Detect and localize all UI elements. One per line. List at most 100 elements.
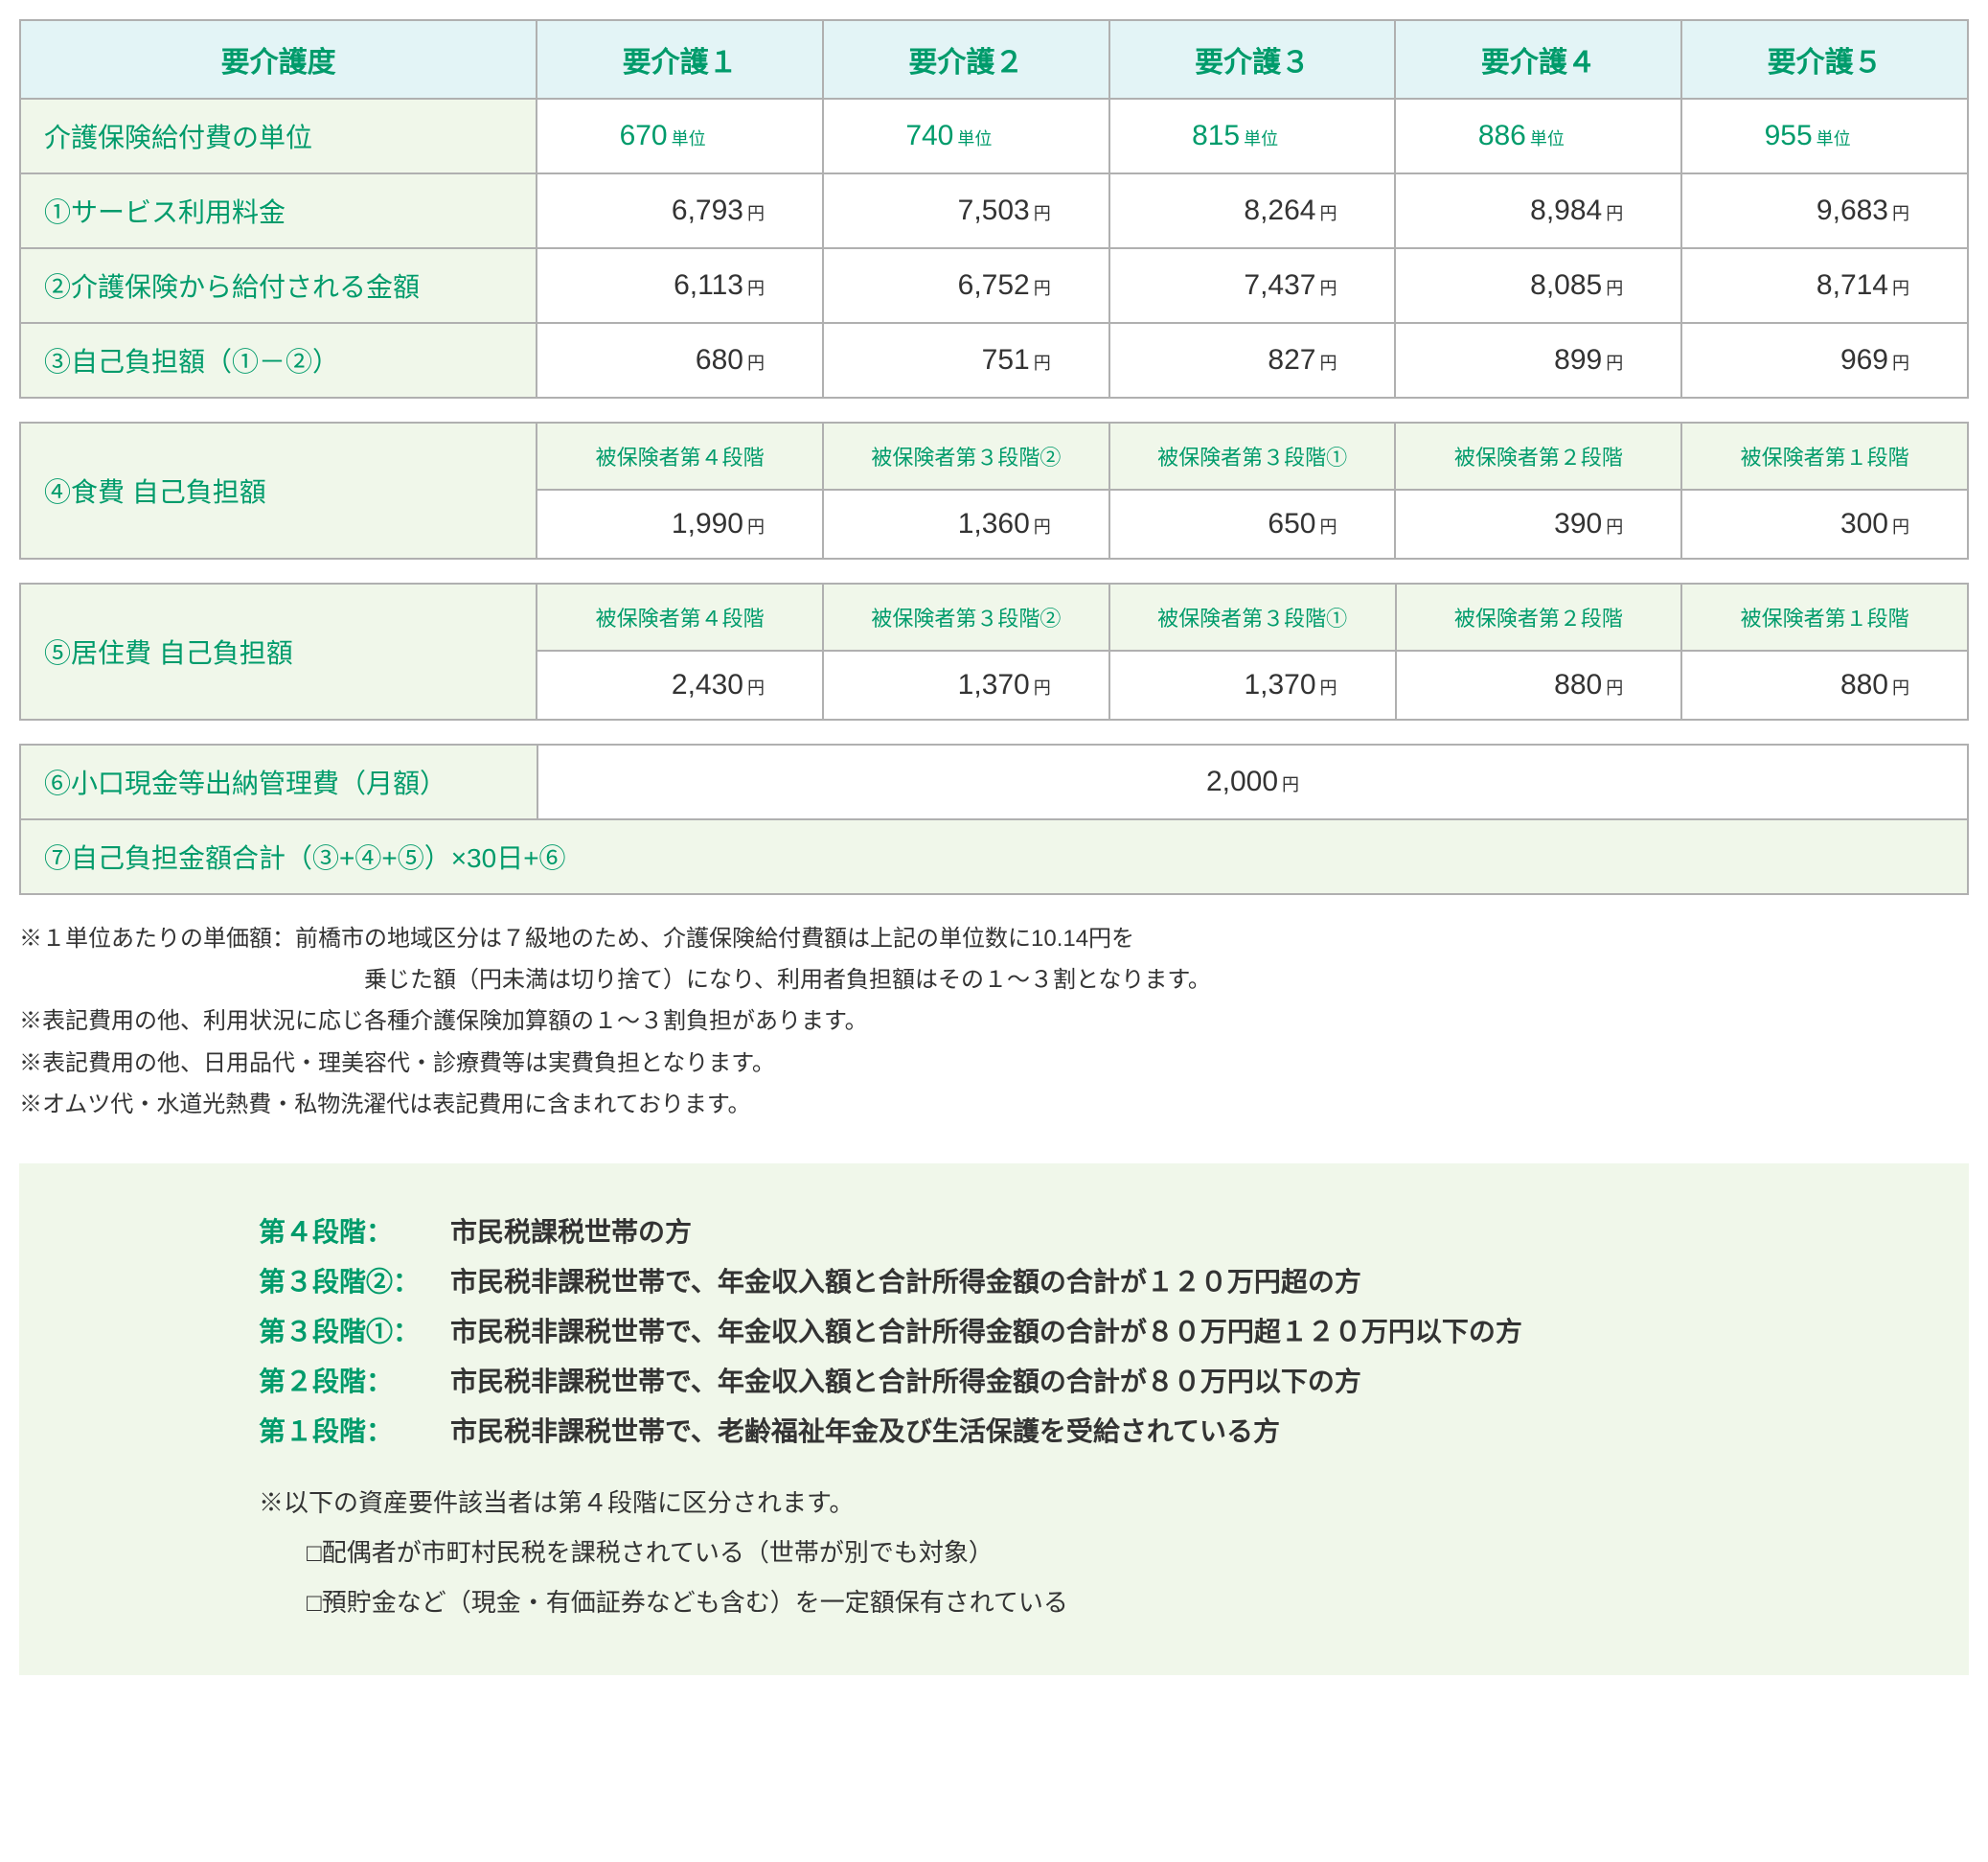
note-line-4: ※表記費用の他、日用品代・理美容代・診療費等は実費負担となります。 [19,1043,1969,1084]
tier-label: 第４段階： [259,1211,450,1250]
care-level-table: 要介護度 要介護１ 要介護２ 要介護３ 要介護４ 要介護５ 介護保険給付費の単位… [19,19,1969,399]
cell-number: 1,990 [672,508,743,540]
food-tier-3b: 被保険者第３段階② [823,423,1109,490]
cell-value: 1,360円 [823,490,1109,559]
mgmt-fee-value: 2,000 [1206,766,1278,797]
cell-value: 2,430円 [537,651,823,720]
cell-number: 300 [1840,508,1888,540]
tier-label: 第３段階②： [259,1261,450,1299]
cell-unit: 円 [1319,279,1337,298]
cell-number: 969 [1840,344,1888,376]
cell-unit: 円 [747,517,765,537]
tier-row: 第１段階：市民税非課税世帯で、老齢福祉年金及び生活保護を受給されている方 [259,1411,1911,1449]
th-care-2: 要介護２ [823,20,1109,99]
cell-value: 1,990円 [537,490,823,559]
cell-unit: 円 [747,354,765,373]
management-total-table: ⑥小口現金等出納管理費（月額） 2,000円 ⑦自己負担金額合計（③+④+⑤）×… [19,744,1969,895]
cell-number: 8,714 [1817,269,1888,301]
total-formula-row: ⑦自己負担金額合計（③+④+⑤）×30日+⑥ [20,819,1968,894]
res-tier-4: 被保険者第４段階 [537,584,823,651]
asset-note-line-2: □配偶者が市町村民税を課税されている（世帯が別でも対象） [259,1528,1911,1577]
row-label: ②介護保険から給付される金額 [20,248,537,323]
cell-unit: 円 [1606,204,1623,223]
mgmt-fee-unit: 円 [1282,775,1299,794]
food-tier-header-row: ④食費 自己負担額 被保険者第４段階 被保険者第３段階② 被保険者第３段階① 被… [20,423,1968,490]
cell-value: 8,085円 [1395,248,1681,323]
cell-unit: 円 [747,678,765,698]
cell-value: 8,984円 [1395,173,1681,248]
note-line-3: ※表記費用の他、利用状況に応じ各種介護保険加算額の１〜３割負担があります。 [19,1000,1969,1042]
cell-unit: 単位 [1244,129,1278,149]
th-care-3: 要介護３ [1109,20,1396,99]
res-tier-1: 被保険者第１段階 [1681,584,1968,651]
cell-unit: 円 [1892,354,1909,373]
residence-rowlabel: ⑤居住費 自己負担額 [20,584,537,720]
food-tier-2: 被保険者第２段階 [1395,423,1681,490]
cell-number: 740 [905,120,953,151]
cell-unit: 単位 [1817,129,1851,149]
total-formula-label: ⑦自己負担金額合計（③+④+⑤）×30日+⑥ [20,819,1968,894]
cell-number: 955 [1765,120,1813,151]
row-label: ③自己負担額（①－②） [20,323,537,398]
tier-list: 第４段階：市民税課税世帯の方第３段階②：市民税非課税世帯で、年金収入額と合計所得… [259,1211,1911,1449]
cell-value: 8,264円 [1109,173,1396,248]
cell-number: 815 [1192,120,1240,151]
cell-number: 6,752 [958,269,1030,301]
cell-number: 390 [1554,508,1602,540]
cell-value: 880円 [1396,651,1682,720]
mgmt-fee-value-cell: 2,000円 [537,745,1968,819]
cell-value: 670単位 [537,99,823,173]
note-line-5: ※オムツ代・水道光熱費・私物洗濯代は表記費用に含まれております。 [19,1084,1969,1125]
cell-value: 390円 [1395,490,1681,559]
cell-value: 955単位 [1681,99,1968,173]
cell-value: 9,683円 [1681,173,1968,248]
cell-number: 1,370 [958,669,1030,701]
table1-body: 介護保険給付費の単位670単位740単位815単位886単位955単位①サービス… [20,99,1968,398]
cell-number: 886 [1478,120,1526,151]
cell-number: 827 [1268,344,1315,376]
th-care-level: 要介護度 [20,20,537,99]
tier-description: 市民税課税世帯の方 [450,1211,692,1250]
cell-value: 650円 [1109,490,1396,559]
cell-number: 751 [982,344,1030,376]
cell-unit: 円 [1034,279,1051,298]
tier-description: 市民税非課税世帯で、年金収入額と合計所得金額の合計が８０万円超１２０万円以下の方 [450,1311,1522,1349]
cell-unit: 単位 [672,129,706,149]
cell-number: 650 [1268,508,1315,540]
tier-explanation-box: 第４段階：市民税課税世帯の方第３段階②：市民税非課税世帯で、年金収入額と合計所得… [19,1163,1969,1675]
cell-unit: 円 [1892,204,1909,223]
cell-unit: 円 [1319,354,1337,373]
tier-description: 市民税非課税世帯で、年金収入額と合計所得金額の合計が８０万円以下の方 [450,1361,1361,1399]
cell-unit: 単位 [957,129,992,149]
tier-row: 第３段階②：市民税非課税世帯で、年金収入額と合計所得金額の合計が１２０万円超の方 [259,1261,1911,1299]
cell-unit: 円 [747,279,765,298]
cell-unit: 円 [1319,204,1337,223]
residence-tier-header-row: ⑤居住費 自己負担額 被保険者第４段階 被保険者第３段階② 被保険者第３段階① … [20,584,1968,651]
page-container: 要介護度 要介護１ 要介護２ 要介護３ 要介護４ 要介護５ 介護保険給付費の単位… [19,19,1969,1675]
food-tier-4: 被保険者第４段階 [537,423,823,490]
cell-value: 740単位 [823,99,1109,173]
tier-row: 第４段階：市民税課税世帯の方 [259,1211,1911,1250]
cell-unit: 単位 [1530,129,1565,149]
tier-row: 第３段階①：市民税非課税世帯で、年金収入額と合計所得金額の合計が８０万円超１２０… [259,1311,1911,1349]
cell-number: 6,793 [672,195,743,226]
cell-value: 6,113円 [537,248,823,323]
cell-number: 2,430 [672,669,743,701]
tier-label: 第２段階： [259,1361,450,1399]
food-tier-3a: 被保険者第３段階① [1109,423,1396,490]
cell-number: 680 [696,344,743,376]
notes-block: ※１単位あたりの単価額：前橋市の地域区分は７級地のため、介護保険給付費額は上記の… [19,918,1969,1125]
th-care-5: 要介護５ [1681,20,1968,99]
table1-header-row: 要介護度 要介護１ 要介護２ 要介護３ 要介護４ 要介護５ [20,20,1968,99]
food-cost-table: ④食費 自己負担額 被保険者第４段階 被保険者第３段階② 被保険者第３段階① 被… [19,422,1969,560]
asset-note-line-1: ※以下の資産要件該当者は第４段階に区分されます。 [259,1478,1911,1528]
table-row: ②介護保険から給付される金額6,113円6,752円7,437円8,085円8,… [20,248,1968,323]
mgmt-fee-row: ⑥小口現金等出納管理費（月額） 2,000円 [20,745,1968,819]
note-line-1: ※１単位あたりの単価額：前橋市の地域区分は７級地のため、介護保険給付費額は上記の… [19,918,1969,959]
res-tier-2: 被保険者第２段階 [1396,584,1682,651]
cell-number: 7,503 [958,195,1030,226]
cell-value: 300円 [1681,490,1968,559]
cell-number: 6,113 [674,269,743,301]
cell-number: 880 [1840,669,1888,701]
th-care-1: 要介護１ [537,20,823,99]
